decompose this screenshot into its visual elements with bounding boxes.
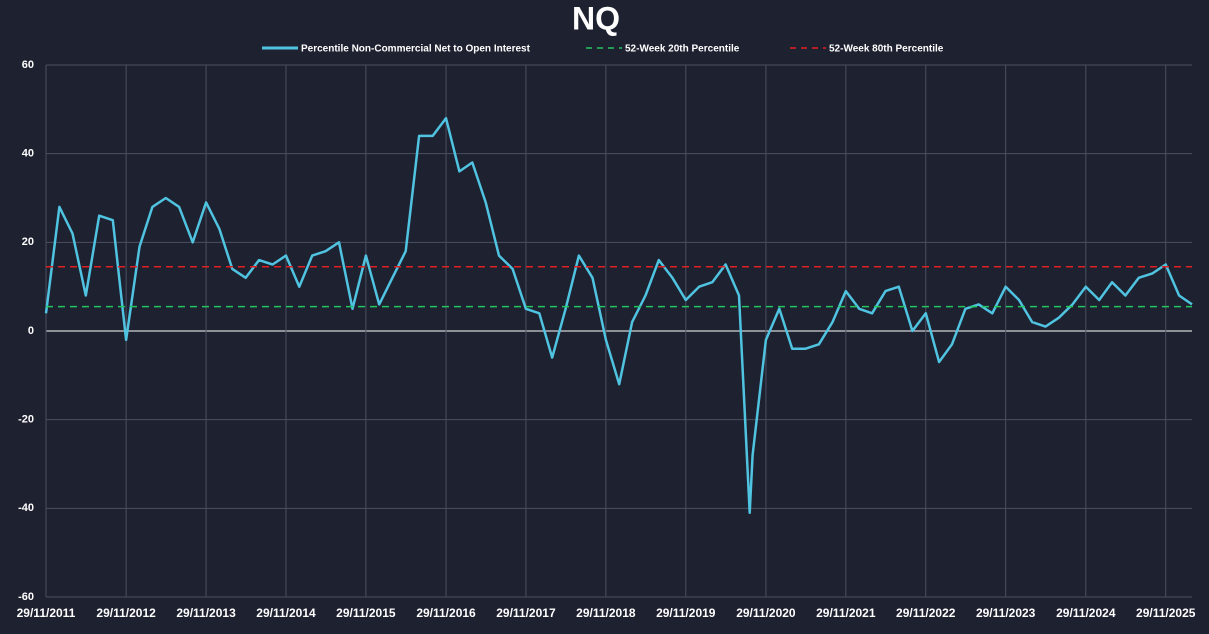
x-tick-label: 29/11/2012 — [96, 606, 156, 620]
x-tick-label: 29/11/2013 — [176, 606, 236, 620]
x-tick-label: 29/11/2020 — [736, 606, 796, 620]
x-tick-label: 29/11/2024 — [1056, 606, 1116, 620]
y-tick-label: -40 — [18, 502, 34, 514]
x-tick-label: 29/11/2018 — [576, 606, 636, 620]
legend-label: 52-Week 20th Percentile — [625, 44, 740, 55]
x-tick-label: 29/11/2022 — [896, 606, 956, 620]
y-tick-label: 0 — [28, 325, 34, 337]
x-tick-label: 29/11/2015 — [336, 606, 396, 620]
y-tick-label: -60 — [18, 591, 34, 603]
y-tick-label: 20 — [22, 236, 34, 248]
legend-label: Percentile Non-Commercial Net to Open In… — [301, 44, 531, 55]
x-tick-label: 29/11/2025 — [1136, 606, 1196, 620]
x-tick-label: 29/11/2014 — [256, 606, 316, 620]
x-tick-label: 29/11/2023 — [976, 606, 1036, 620]
x-tick-label: 29/11/2019 — [656, 606, 716, 620]
y-tick-label: 40 — [22, 148, 34, 160]
x-tick-label: 29/11/2021 — [816, 606, 876, 620]
y-tick-label: 60 — [22, 59, 34, 71]
x-tick-label: 29/11/2016 — [416, 606, 476, 620]
legend-label: 52-Week 80th Percentile — [829, 44, 944, 55]
chart-title: NQ — [572, 0, 620, 36]
x-tick-label: 29/11/2011 — [17, 606, 76, 620]
data-line — [44, 116, 1193, 515]
y-tick-label: -20 — [18, 414, 34, 426]
x-tick-label: 29/11/2017 — [496, 606, 556, 620]
